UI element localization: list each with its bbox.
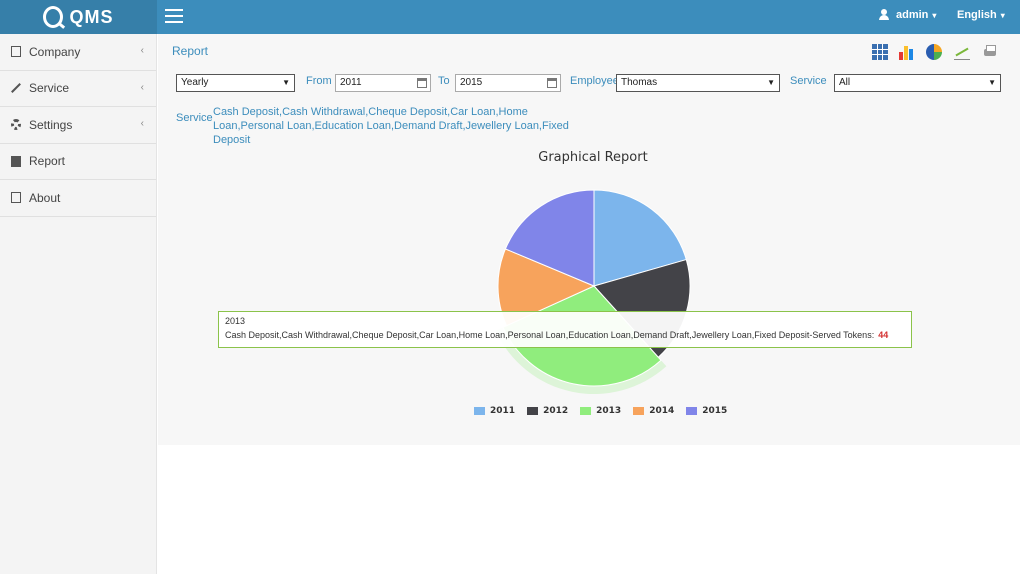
logo-text: QMS bbox=[69, 6, 114, 27]
chevron-down-icon: ▼ bbox=[767, 78, 775, 87]
top-navbar: QMS admin ▾ English ▾ bbox=[0, 0, 1020, 34]
sidebar-item-settings[interactable]: Settings ‹ bbox=[0, 107, 156, 144]
language-menu[interactable]: English ▾ bbox=[957, 9, 1005, 21]
sidebar-item-label: About bbox=[29, 190, 61, 205]
gear-icon bbox=[11, 119, 21, 131]
sidebar-item-label: Company bbox=[29, 44, 81, 59]
sidebar-item-about[interactable]: About bbox=[0, 180, 156, 217]
legend-label: 2011 bbox=[490, 406, 516, 416]
legend-swatch bbox=[527, 407, 539, 415]
legend-swatch bbox=[474, 407, 485, 415]
bar-chart-icon[interactable] bbox=[898, 44, 914, 60]
pie-chart-icon[interactable] bbox=[926, 44, 942, 60]
from-label: From bbox=[306, 75, 332, 87]
building-icon bbox=[11, 46, 21, 58]
sidebar-item-label: Report bbox=[29, 154, 66, 169]
sidebar-item-label: Settings bbox=[29, 117, 73, 132]
line-chart-icon[interactable] bbox=[954, 44, 970, 60]
period-select[interactable]: Yearly ▼ bbox=[176, 74, 295, 92]
to-date-value: 2015 bbox=[460, 77, 483, 88]
report-panel: Report Yearly ▼ From 2011 To 2015 Employ… bbox=[158, 34, 1020, 445]
employee-select[interactable]: Thomas ▼ bbox=[616, 74, 780, 92]
legend-swatch bbox=[580, 407, 592, 415]
pie-group bbox=[495, 189, 691, 394]
chevron-left-icon: ‹ bbox=[140, 45, 144, 56]
calendar-icon[interactable] bbox=[417, 78, 427, 88]
from-date-input[interactable]: 2011 bbox=[335, 74, 431, 92]
chart-title: Graphical Report bbox=[538, 150, 648, 165]
to-label: To bbox=[438, 75, 450, 87]
service-list-label: Service bbox=[176, 112, 213, 124]
pie-slice-2011[interactable] bbox=[593, 189, 687, 287]
legend-item-2012[interactable]: 2012 bbox=[527, 406, 568, 416]
user-name: admin bbox=[896, 9, 929, 21]
calendar-icon[interactable] bbox=[547, 78, 557, 88]
legend-item-2013[interactable]: 2013 bbox=[580, 406, 621, 416]
chevron-down-icon: ▾ bbox=[932, 10, 937, 20]
service-select[interactable]: All ▼ bbox=[834, 74, 1001, 92]
language-label: English bbox=[957, 9, 997, 21]
chart-tooltip: 2013 Cash Deposit,Cash Withdrawal,Cheque… bbox=[218, 311, 912, 348]
service-select-value: All bbox=[839, 77, 851, 88]
chevron-down-icon: ▼ bbox=[282, 78, 290, 87]
legend-swatch bbox=[633, 407, 645, 415]
tooltip-year: 2013 bbox=[225, 316, 246, 326]
grid-icon[interactable] bbox=[872, 44, 888, 60]
tooltip-text: Cash Deposit,Cash Withdrawal,Cheque Depo… bbox=[225, 330, 875, 340]
service-filter-label: Service bbox=[790, 75, 827, 87]
logo[interactable]: QMS bbox=[0, 0, 157, 34]
pie-slice-2015[interactable] bbox=[504, 189, 595, 287]
menu-toggle-icon[interactable] bbox=[165, 9, 183, 23]
print-icon[interactable] bbox=[982, 44, 998, 60]
page-title: Report bbox=[172, 44, 209, 58]
chevron-down-icon: ▼ bbox=[988, 78, 996, 87]
legend-item-2011[interactable]: 2011 bbox=[474, 406, 515, 416]
edit-icon bbox=[11, 192, 21, 204]
wrench-icon bbox=[11, 83, 21, 94]
chevron-down-icon: ▾ bbox=[1000, 11, 1005, 20]
legend-item-2015[interactable]: 2015 bbox=[686, 406, 727, 416]
service-list: Cash Deposit,Cash Withdrawal,Cheque Depo… bbox=[213, 106, 569, 146]
logo-icon bbox=[43, 6, 64, 28]
sidebar-item-report[interactable]: Report bbox=[0, 144, 156, 180]
sidebar-item-label: Service bbox=[29, 81, 70, 96]
file-icon bbox=[11, 155, 21, 167]
sidebar-item-company[interactable]: Company ‹ bbox=[0, 34, 156, 71]
tooltip-value: 44 bbox=[878, 330, 889, 340]
period-value: Yearly bbox=[181, 77, 209, 88]
pie-chart bbox=[495, 189, 691, 394]
user-icon bbox=[878, 9, 890, 21]
employee-value: Thomas bbox=[621, 77, 658, 88]
legend-item-2014[interactable]: 2014 bbox=[633, 406, 674, 416]
legend-label: 2014 bbox=[649, 406, 675, 416]
chevron-left-icon: ‹ bbox=[140, 118, 144, 129]
legend-label: 2012 bbox=[543, 406, 569, 416]
from-date-value: 2011 bbox=[340, 77, 362, 88]
sidebar-item-service[interactable]: Service ‹ bbox=[0, 71, 156, 107]
chart-legend: 2011 2012 2013 2014 2015 bbox=[474, 406, 727, 416]
employee-label: Employee bbox=[570, 75, 619, 87]
user-menu[interactable]: admin ▾ bbox=[878, 9, 936, 21]
chevron-left-icon: ‹ bbox=[140, 81, 144, 93]
legend-swatch bbox=[686, 407, 698, 415]
legend-label: 2015 bbox=[702, 406, 728, 416]
to-date-input[interactable]: 2015 bbox=[455, 74, 561, 92]
legend-label: 2013 bbox=[596, 406, 622, 416]
sidebar: Company ‹ Service ‹ Settings ‹ Report Ab… bbox=[0, 34, 157, 574]
